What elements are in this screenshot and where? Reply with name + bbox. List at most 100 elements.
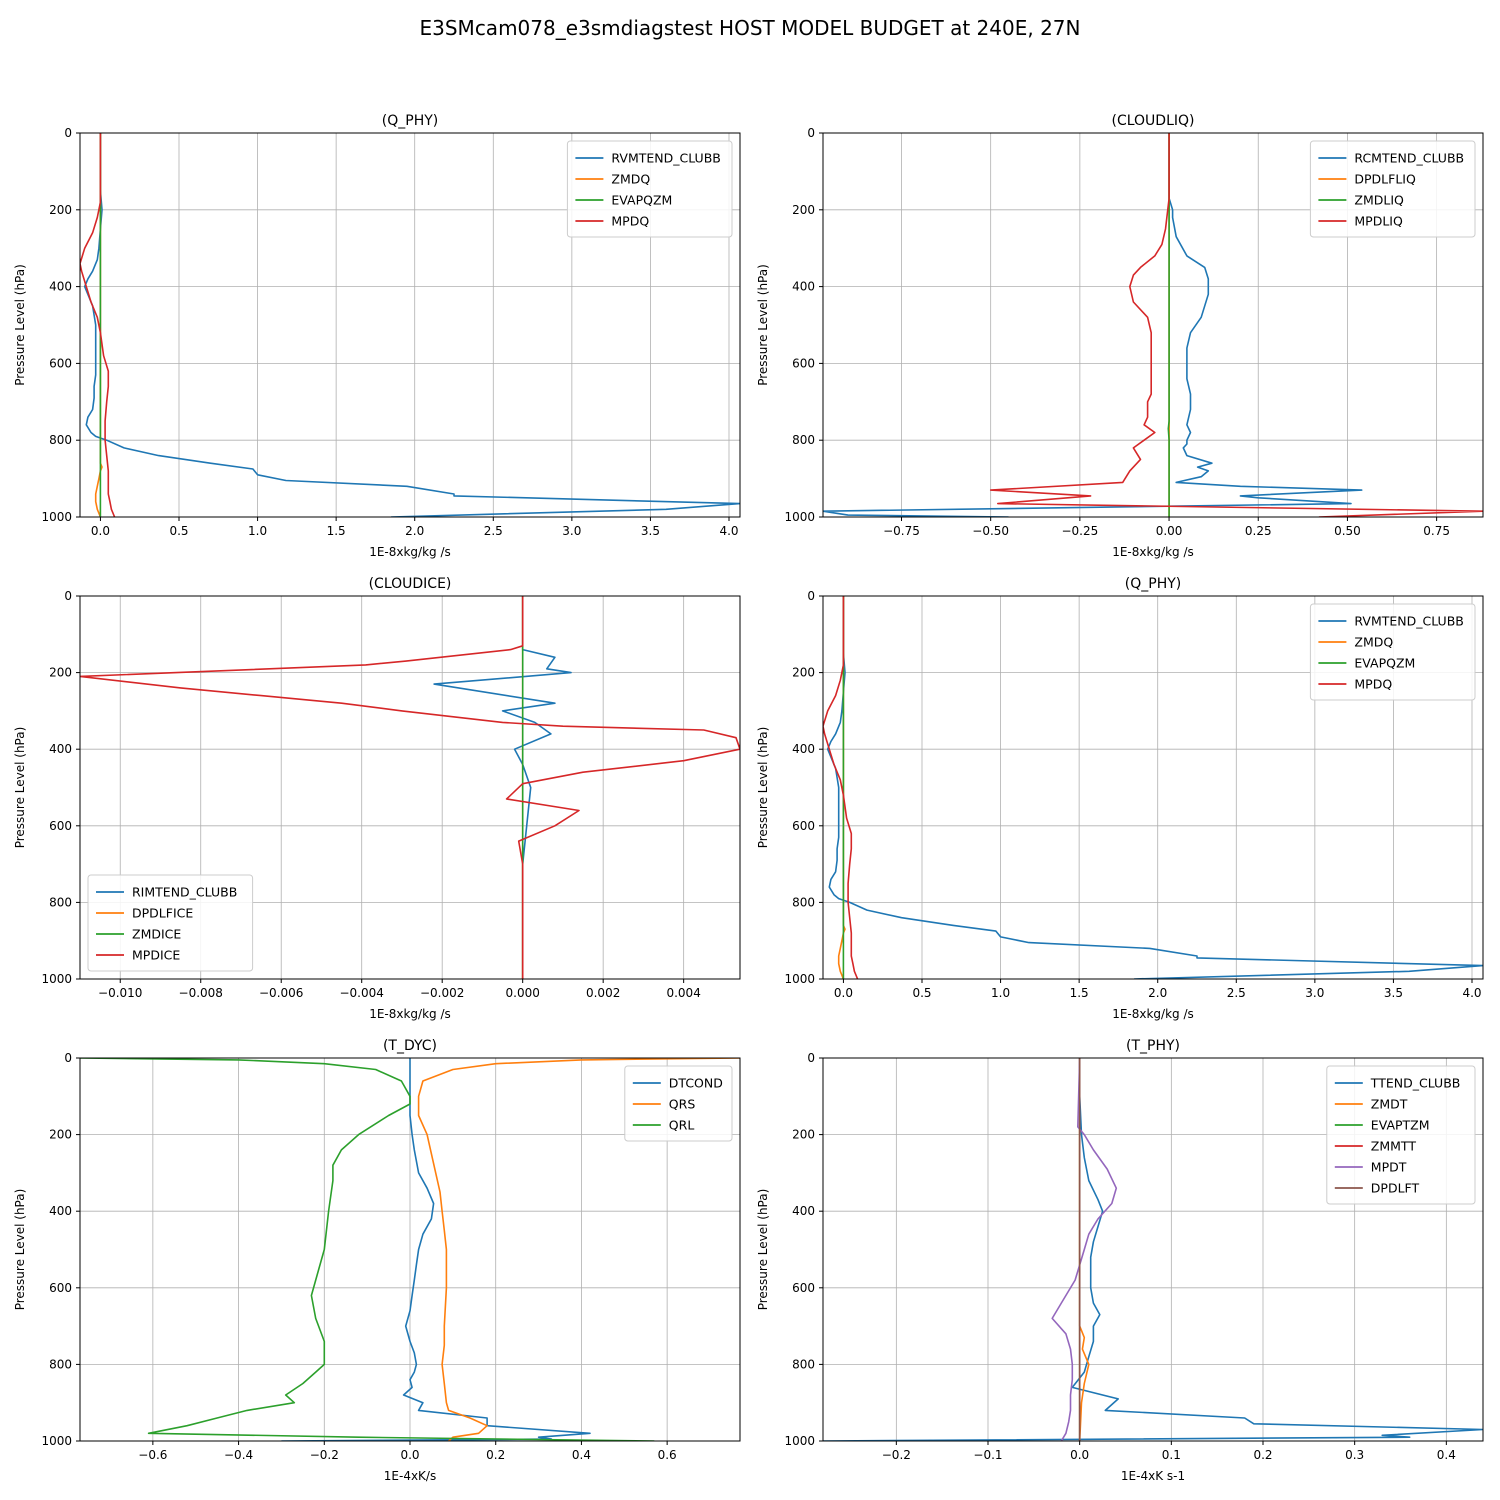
x-tick-label: −0.006 (259, 986, 303, 1000)
y-tick-label: 0 (64, 126, 72, 140)
legend-entry: DTCOND (669, 1076, 723, 1091)
x-axis-label: 1E-4xK s-1 (1121, 1469, 1185, 1483)
series-line-mpdliq (989, 133, 1483, 517)
legend-entry: MPDT (1371, 1160, 1407, 1175)
figure-title: E3SMcam078_e3smdiagstest HOST MODEL BUDG… (419, 16, 1081, 40)
x-tick-label: 0.002 (586, 986, 620, 1000)
x-tick-label: 0.4 (1437, 1448, 1456, 1462)
x-tick-label: 4.0 (719, 524, 738, 538)
y-tick-label: 0 (807, 589, 815, 603)
x-tick-label: 0.50 (1334, 524, 1361, 538)
legend: RVMTEND_CLUBB ZMDQ EVAPQZM MPDQ (1309, 603, 1476, 701)
legend-entry: RVMTEND_CLUBB (611, 151, 720, 166)
x-tick-label: 0.2 (1253, 1448, 1272, 1462)
y-tick-label: 800 (49, 433, 72, 447)
legend: RVMTEND_CLUBB ZMDQ EVAPQZM MPDQ (566, 140, 733, 238)
legend-box (624, 1065, 733, 1142)
legend-entry: QRS (669, 1097, 696, 1112)
x-tick-label: 0.3 (1345, 1448, 1364, 1462)
y-tick-label: 0 (807, 1051, 815, 1065)
legend-box (1309, 603, 1476, 701)
legend-entry: ZMMTT (1371, 1139, 1417, 1154)
legend-entry: DPDLFLIQ (1354, 172, 1416, 187)
x-tick-label: 0.2 (486, 1448, 505, 1462)
legend-entry: ZMDICE (132, 927, 181, 942)
series-line-mpdq (80, 133, 116, 517)
legend-entry: EVAPTZM (1371, 1118, 1430, 1133)
y-tick-label: 600 (792, 356, 815, 370)
legend-entry: DPDLFT (1371, 1181, 1420, 1196)
x-tick-label: −0.1 (973, 1448, 1002, 1462)
y-tick-label: 0 (64, 1051, 72, 1065)
y-tick-label: 400 (49, 742, 72, 756)
x-tick-label: 3.0 (562, 524, 581, 538)
y-tick-label: 1000 (784, 1434, 815, 1448)
series-group (823, 133, 1483, 517)
y-tick-label: 400 (49, 280, 72, 294)
x-tick-label: −0.008 (179, 986, 223, 1000)
x-tick-label: 0.0 (1070, 1448, 1089, 1462)
x-tick-label: 1.5 (1070, 986, 1089, 1000)
x-tick-label: −0.2 (882, 1448, 911, 1462)
legend: RCMTEND_CLUBB DPDLFLIQ ZMDLIQ MPDLIQ (1309, 140, 1476, 238)
chart-panel-2: −0.75 −0.50 −0.25 0.00 0.25 0.50 0.75 0 200 400 60… (756, 113, 1484, 559)
legend-box (1326, 1065, 1476, 1205)
x-tick-label: 0.000 (506, 986, 540, 1000)
series-line-qrl (80, 1058, 655, 1441)
series-line-qrs (417, 1058, 740, 1441)
x-tick-label: −0.4 (224, 1448, 253, 1462)
x-axis-label: 1E-4xK/s (384, 1469, 436, 1483)
x-tick-label: −0.6 (138, 1448, 167, 1462)
legend-entry: ZMDQ (1354, 635, 1393, 650)
y-axis-label: Pressure Level (hPa) (13, 1189, 27, 1311)
y-tick-label: 600 (49, 1281, 72, 1295)
series-line-rimtend_clubb (433, 596, 572, 979)
x-tick-label: 0.0 (91, 524, 110, 538)
legend-entry: MPDICE (132, 948, 180, 963)
series-group (823, 596, 1483, 979)
y-tick-label: 1000 (41, 1434, 72, 1448)
x-tick-label: 2.0 (405, 524, 424, 538)
y-axis-label: Pressure Level (hPa) (756, 1189, 770, 1311)
y-tick-label: 800 (49, 895, 72, 909)
legend-entry: EVAPQZM (611, 193, 672, 208)
y-tick-label: 200 (49, 666, 72, 680)
series-group (80, 596, 740, 979)
x-tick-label: −0.75 (883, 524, 920, 538)
legend-entry: ZMDQ (611, 172, 650, 187)
series-line-zmdliq (1167, 133, 1170, 517)
chart-title: (T_PHY) (1126, 1038, 1180, 1054)
x-tick-label: 0.0 (400, 1448, 419, 1462)
series-group (823, 1058, 1483, 1441)
x-tick-label: 1.0 (991, 986, 1010, 1000)
x-tick-label: −0.002 (420, 986, 464, 1000)
chart-title: (Q_PHY) (382, 113, 438, 129)
chart-panel-3: −0.010 −0.008 −0.006 −0.004 −0.002 0.000 0.002… (13, 576, 741, 1021)
legend-box (1309, 140, 1476, 238)
legend-entry: QRL (669, 1118, 695, 1133)
y-tick-label: 1000 (41, 510, 72, 524)
x-tick-label: −0.2 (310, 1448, 339, 1462)
chart-panel-5: −0.6 −0.4 −0.2 0.0 0.2 0.4 0.6 0 200 400 600 800 100… (13, 1038, 741, 1483)
x-tick-label: −0.50 (972, 524, 1009, 538)
x-tick-label: −0.004 (339, 986, 383, 1000)
x-tick-label: 3.5 (641, 524, 660, 538)
series-group (80, 1058, 740, 1441)
y-tick-label: 600 (49, 819, 72, 833)
axes-frame (79, 595, 741, 980)
chart-title: (T_DYC) (383, 1038, 437, 1054)
series-line-dtcond (281, 1058, 591, 1441)
legend-box (87, 874, 254, 972)
x-tick-label: 0.25 (1245, 524, 1272, 538)
legend-entry: RCMTEND_CLUBB (1354, 151, 1464, 166)
x-tick-label: 3.0 (1305, 986, 1324, 1000)
x-axis-label: 1E-8xkg/kg /s (369, 545, 451, 559)
y-tick-label: 0 (807, 126, 815, 140)
series-line-mpdt (1051, 1058, 1118, 1441)
x-tick-label: 0.6 (658, 1448, 677, 1462)
chart-panel-1: 0.0 0.5 1.0 1.5 2.0 2.5 3.0 3.5 4.0 0 200 400 600 800… (13, 113, 741, 559)
legend-entry: EVAPQZM (1354, 656, 1415, 671)
y-axis-label: Pressure Level (hPa) (756, 264, 770, 386)
x-tick-label: 0.1 (1162, 1448, 1181, 1462)
y-tick-label: 200 (792, 203, 815, 217)
